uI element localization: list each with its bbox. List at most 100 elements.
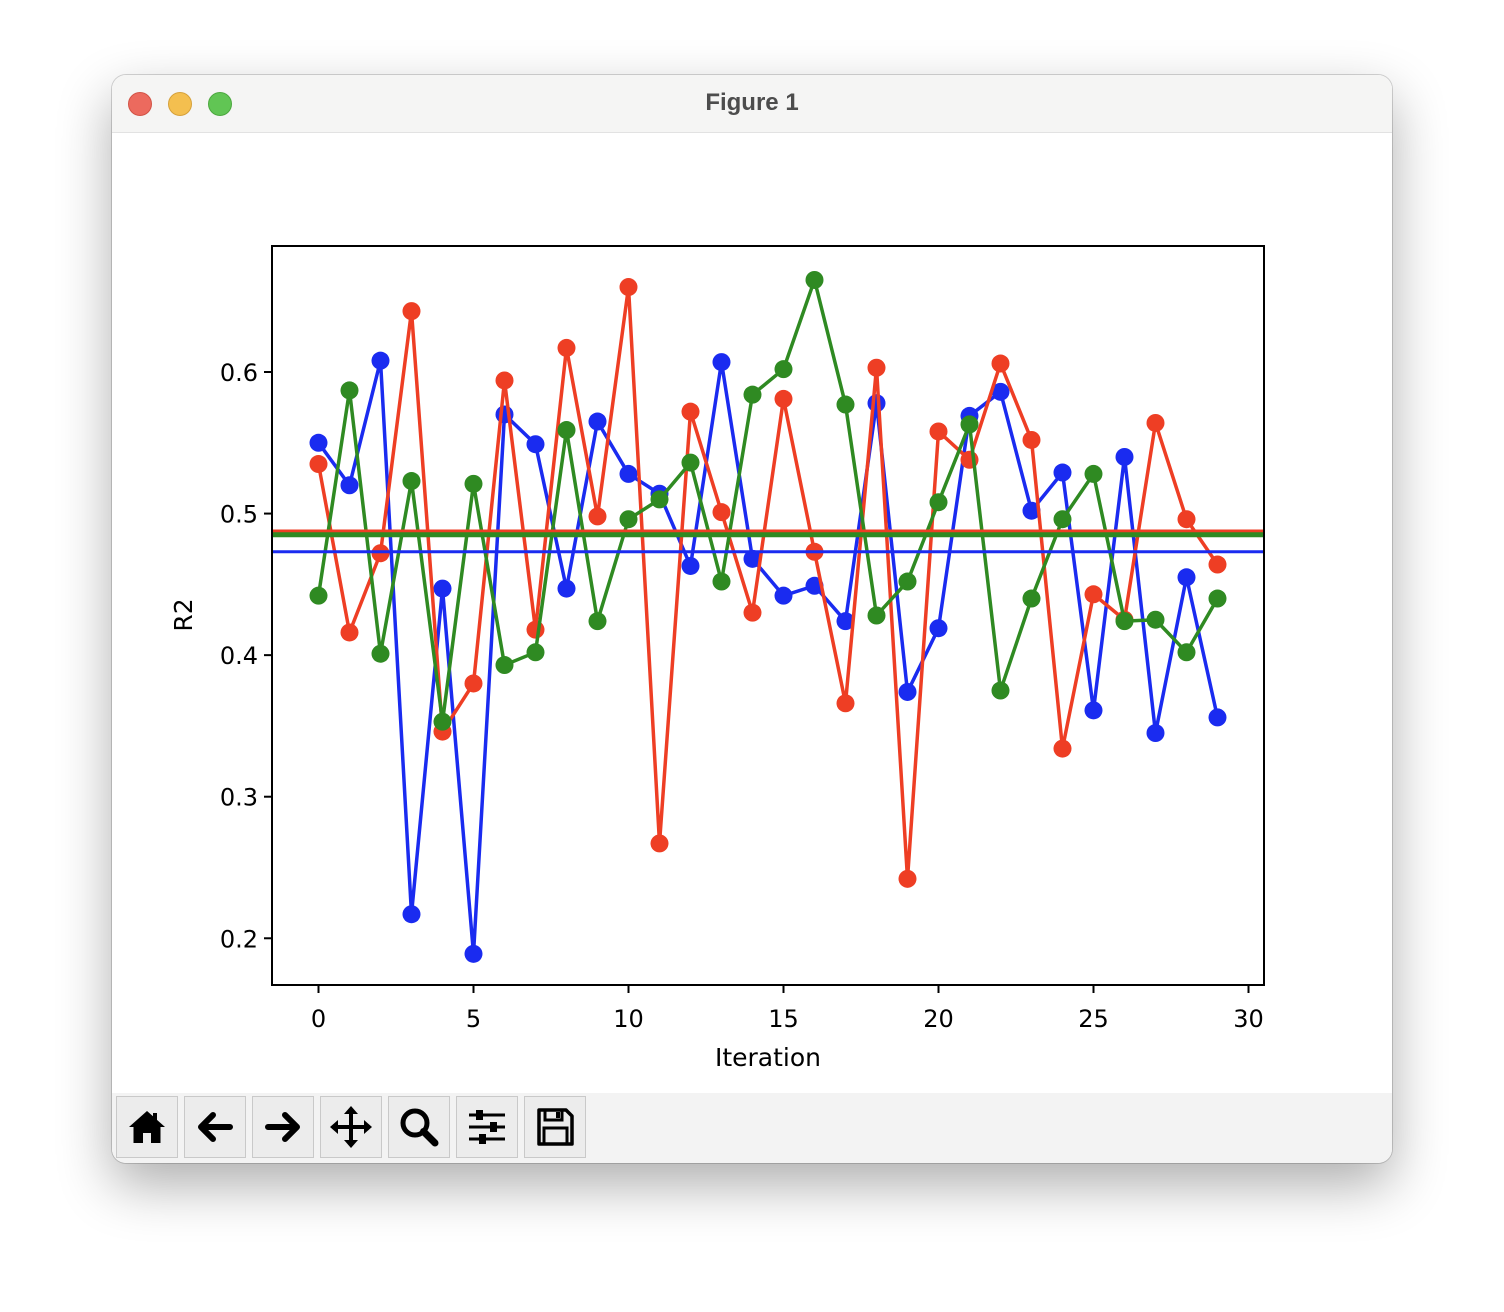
series-0-point <box>774 586 793 605</box>
series-1-point <box>309 455 328 474</box>
series-1-point <box>588 507 607 526</box>
series-1-point <box>712 503 731 522</box>
series-0-point <box>1022 501 1041 520</box>
series-2-point <box>371 644 390 663</box>
series-1-point <box>464 674 483 693</box>
navigation-toolbar <box>112 1093 1392 1163</box>
y-axis-label: R2 <box>169 598 198 631</box>
series-1-point <box>526 620 545 639</box>
series-0-point <box>991 382 1010 401</box>
figure-window: Figure 1 0 5 10 15 20 25 30 0.2 0.3 0.4 0.5 0.6 Ite… <box>112 75 1392 1163</box>
y-tick-label: 0.2 <box>220 925 258 953</box>
series-2-point <box>929 493 948 512</box>
back-button[interactable] <box>184 1096 246 1158</box>
series-1-line <box>316 285 1219 881</box>
series-0-line <box>317 358 1220 956</box>
series-1-point <box>1022 430 1041 449</box>
series-0-point <box>371 351 390 370</box>
series-1-point <box>650 834 669 853</box>
series-2-point <box>526 643 545 662</box>
series-0-point <box>1115 447 1134 466</box>
forward-button[interactable] <box>252 1096 314 1158</box>
series-2-point <box>743 385 762 404</box>
series-2-point <box>340 381 359 400</box>
series-2-point <box>433 712 452 731</box>
x-tick-label: 15 <box>768 1005 799 1033</box>
maximize-window-button[interactable] <box>208 92 232 116</box>
series-0-point <box>743 549 762 568</box>
series-1-point <box>340 623 359 642</box>
series-1-point <box>836 694 855 713</box>
series-2-point <box>712 572 731 591</box>
magnifier-icon <box>400 1108 439 1147</box>
series-1-point <box>929 422 948 441</box>
series-1-point <box>402 302 421 321</box>
series-0-point <box>1208 708 1227 727</box>
series-0-point <box>867 394 886 413</box>
series-2-point <box>836 395 855 414</box>
series-1-point <box>774 389 793 408</box>
series-2-point <box>991 681 1010 700</box>
x-tick-label: 0 <box>311 1005 326 1033</box>
series-1-point <box>557 338 576 357</box>
series-1-point <box>1177 510 1196 529</box>
series-1-point <box>1053 739 1072 758</box>
series-2-point <box>1177 643 1196 662</box>
series-2-point <box>619 510 638 529</box>
save-button[interactable] <box>524 1096 586 1158</box>
close-window-button[interactable] <box>128 92 152 116</box>
home-icon <box>129 1111 165 1143</box>
series-0-point <box>1177 568 1196 587</box>
series-2-point <box>588 612 607 631</box>
series-0-point <box>557 579 576 598</box>
series-2-point <box>1084 464 1103 483</box>
y-tick-label: 0.5 <box>220 501 258 529</box>
series-2-point <box>402 472 421 491</box>
sliders-icon <box>469 1110 505 1144</box>
series-0-point <box>464 944 483 963</box>
series-2-point <box>960 415 979 434</box>
series-0-point <box>526 435 545 454</box>
series-2-point <box>464 474 483 493</box>
series-2-line <box>316 278 1220 724</box>
series-2-point <box>681 453 700 472</box>
series-2-point <box>309 586 328 605</box>
series-2-point <box>805 270 824 289</box>
axes-frame <box>271 245 1265 986</box>
move-icon <box>330 1106 372 1148</box>
line-chart[interactable]: 0 5 10 15 20 25 30 0.2 0.3 0.4 0.5 0.6 Iteration R2 <box>112 133 1392 1093</box>
series-0-point <box>588 412 607 431</box>
series-2-point <box>557 421 576 440</box>
series-1-point <box>619 278 638 297</box>
series-2-point <box>898 572 917 591</box>
y-tick-label: 0.3 <box>220 784 258 812</box>
series-0-point <box>433 579 452 598</box>
x-axis-label: Iteration <box>715 1043 821 1072</box>
floppy-disk-icon <box>537 1108 574 1146</box>
series-0-point <box>898 682 917 701</box>
zoom-button[interactable] <box>388 1096 450 1158</box>
pan-button[interactable] <box>320 1096 382 1158</box>
series-0-point <box>1084 701 1103 720</box>
x-tick-label: 10 <box>613 1005 644 1033</box>
x-tick-label: 25 <box>1078 1005 1109 1033</box>
x-tick-label: 5 <box>466 1005 481 1033</box>
x-tick-label: 30 <box>1233 1005 1264 1033</box>
series-0-point <box>619 464 638 483</box>
series-0-point <box>681 556 700 575</box>
series-1-point <box>898 869 917 888</box>
configure-subplots-button[interactable] <box>456 1096 518 1158</box>
home-button[interactable] <box>116 1096 178 1158</box>
x-tick-label: 20 <box>923 1005 954 1033</box>
series-1-point <box>867 358 886 377</box>
series-0-point <box>1053 463 1072 482</box>
series-0-point <box>309 433 328 452</box>
minimize-window-button[interactable] <box>168 92 192 116</box>
series-1-point <box>1146 413 1165 432</box>
y-tick-label: 0.6 <box>220 359 258 387</box>
series-0-point <box>712 353 731 372</box>
title-bar: Figure 1 <box>112 75 1392 133</box>
series-2-point <box>650 490 669 509</box>
figure-canvas[interactable]: 0 5 10 15 20 25 30 0.2 0.3 0.4 0.5 0.6 Iteration R2 <box>112 133 1392 1093</box>
series-0-point <box>929 619 948 638</box>
